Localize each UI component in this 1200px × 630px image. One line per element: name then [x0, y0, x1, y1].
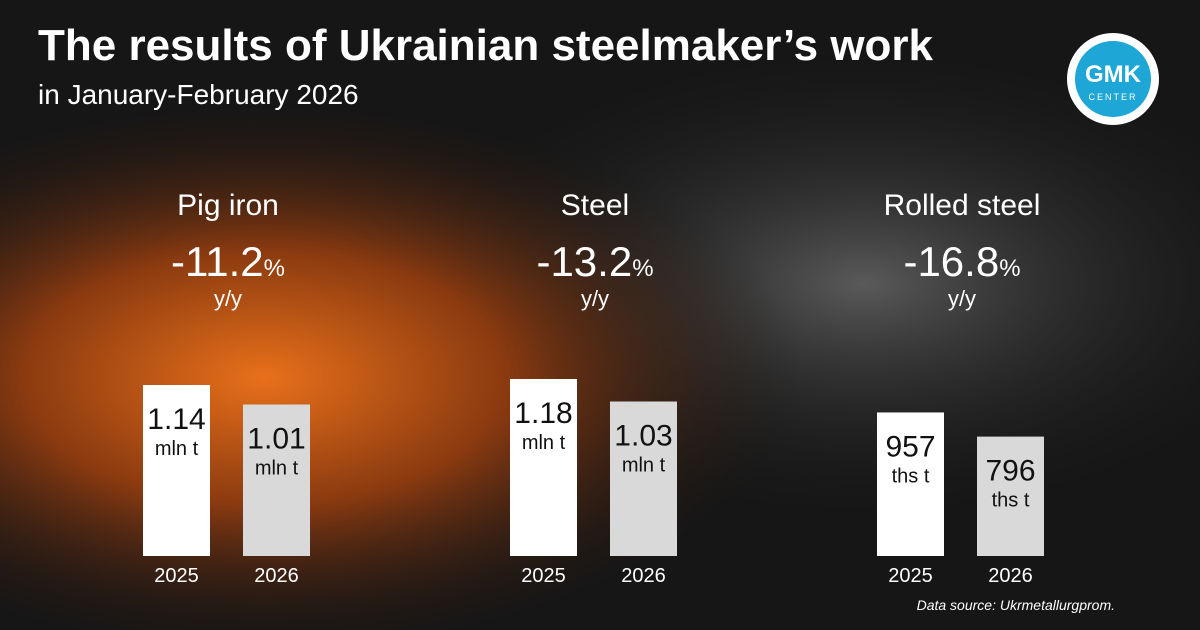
- bar: [143, 385, 210, 556]
- x-tick-label: 2025: [521, 565, 566, 587]
- value-label: 1.01: [247, 423, 305, 456]
- chart-title: Rolled steel: [884, 189, 1041, 222]
- logo-disc: [1075, 41, 1151, 117]
- value-label: 796: [985, 455, 1035, 488]
- change-basis: y/y: [581, 286, 609, 311]
- change-value: -13.2: [536, 238, 632, 285]
- logo-sub: CENTER: [1088, 92, 1137, 102]
- value-label: 1.14: [147, 403, 205, 436]
- unit-label: ths t: [892, 465, 930, 487]
- x-tick-label: 2026: [988, 565, 1033, 587]
- chart-title: Steel: [561, 189, 629, 222]
- source: Data source: Ukrmetallurgprom.: [917, 597, 1115, 613]
- unit-label: mln t: [255, 458, 299, 480]
- chart-title: Pig iron: [177, 189, 279, 222]
- x-tick-label: 2025: [888, 565, 933, 587]
- bar: [243, 404, 310, 556]
- change-basis: y/y: [214, 286, 242, 311]
- x-tick-label: 2026: [254, 565, 299, 587]
- unit-label: ths t: [992, 490, 1030, 512]
- x-tick-label: 2025: [154, 565, 199, 587]
- change-unit: %: [632, 255, 653, 282]
- bar: [610, 401, 677, 556]
- unit-label: mln t: [522, 432, 566, 454]
- bar: [877, 412, 944, 556]
- unit-label: mln t: [155, 438, 199, 460]
- x-tick-label: 2026: [621, 565, 666, 587]
- change: -16.8%: [903, 238, 1020, 285]
- bar: [510, 379, 577, 556]
- change-value: -11.2: [171, 238, 264, 285]
- logo-main: GMK: [1085, 61, 1142, 88]
- value-label: 957: [885, 430, 935, 463]
- unit-label: mln t: [622, 455, 666, 477]
- subtitle: in January-February 2026: [38, 79, 359, 110]
- change: -11.2%: [171, 238, 285, 285]
- bar: [977, 436, 1044, 556]
- change-basis: y/y: [948, 286, 976, 311]
- change: -13.2%: [536, 238, 653, 285]
- change-unit: %: [264, 255, 285, 282]
- value-label: 1.18: [514, 397, 572, 430]
- change-unit: %: [999, 255, 1020, 282]
- title: The results of Ukrainian steelmaker’s wo…: [38, 21, 934, 70]
- change-value: -16.8: [903, 238, 999, 285]
- value-label: 1.03: [614, 420, 672, 453]
- logo: GMK CENTER: [1067, 33, 1159, 125]
